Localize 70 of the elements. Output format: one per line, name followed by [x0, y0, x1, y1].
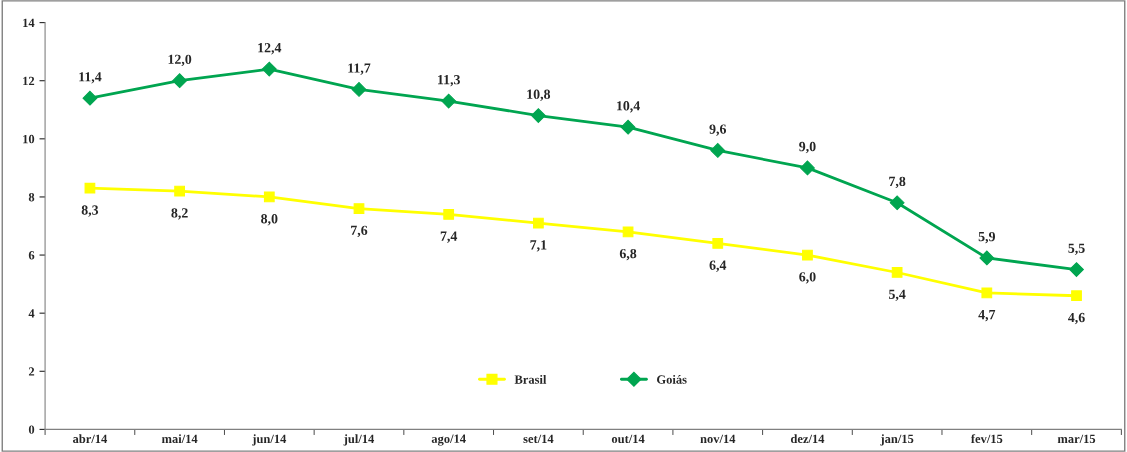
- data-label: 11,7: [348, 63, 371, 75]
- y-tick-label: 14: [23, 18, 35, 27]
- point: [1069, 262, 1084, 277]
- data-label: 5,9: [978, 231, 996, 244]
- x-tick-label: abr/14: [72, 434, 108, 444]
- y-tick-label: 8: [28, 192, 35, 202]
- point: [800, 160, 815, 176]
- point: [443, 209, 455, 220]
- y-tick-label: 12: [23, 76, 35, 86]
- x-tick-label: fev/15: [970, 434, 1003, 444]
- point: [84, 182, 96, 194]
- y-tick-label: 2: [28, 367, 35, 376]
- point: [1071, 290, 1082, 302]
- data-label: 6,4: [709, 260, 727, 272]
- point: [82, 90, 98, 106]
- point: [889, 195, 905, 211]
- data-label: 12,0: [168, 54, 192, 67]
- data-label: 9,6: [709, 124, 727, 136]
- point: [620, 119, 636, 135]
- data-label: 4,6: [1068, 312, 1085, 325]
- point: [710, 143, 726, 158]
- data-label: 8,2: [171, 208, 188, 220]
- x-tick-label: set/14: [523, 434, 554, 444]
- x-tick-label: jul/14: [343, 434, 375, 446]
- data-label: 7,4: [440, 231, 458, 243]
- y-tick-label: 10: [23, 134, 35, 144]
- x-tick-label: jun/14: [252, 434, 287, 446]
- data-label: 6,0: [799, 272, 816, 284]
- data-label: 8,0: [261, 214, 278, 226]
- point: [172, 73, 188, 89]
- legend-label: Brasil: [514, 374, 547, 384]
- point: [261, 61, 277, 77]
- point: [891, 267, 903, 278]
- data-label: 11,4: [79, 72, 102, 84]
- point: [174, 185, 185, 197]
- data-label: 4,7: [978, 309, 996, 322]
- data-label: 7,1: [530, 240, 547, 252]
- data-label: 10,8: [527, 89, 551, 101]
- data-label: 10,4: [617, 101, 640, 113]
- point: [353, 203, 365, 214]
- data-label: 5,4: [889, 289, 906, 301]
- y-tick-label: 6: [28, 251, 35, 260]
- x-tick-label: mar/15: [1057, 434, 1096, 444]
- point: [530, 108, 546, 123]
- data-label: 6,8: [619, 248, 637, 261]
- point: [712, 238, 724, 249]
- x-tick-label: mai/14: [161, 434, 198, 444]
- y-tick-label: 0: [28, 425, 35, 434]
- data-label: 9,0: [799, 141, 816, 154]
- x-tick-label: jan/15: [880, 434, 914, 446]
- x-tick-label: ago/14: [431, 434, 466, 446]
- x-tick-label: nov/14: [700, 434, 736, 444]
- point: [622, 226, 634, 238]
- data-label: 7,8: [889, 176, 906, 189]
- x-tick-label: dez/14: [790, 434, 825, 444]
- point: [533, 217, 544, 229]
- point: [441, 93, 457, 109]
- point: [802, 249, 813, 261]
- x-tick-label: out/14: [611, 434, 645, 444]
- y-tick-label: 4: [28, 309, 35, 318]
- point: [263, 191, 275, 203]
- data-label: 12,4: [258, 43, 282, 55]
- data-label: 8,3: [81, 205, 99, 217]
- legend-label: Goiás: [657, 374, 687, 384]
- point: [351, 82, 367, 97]
- point: [981, 287, 993, 299]
- data-label: 11,3: [438, 75, 460, 87]
- data-label: 7,6: [351, 225, 368, 238]
- point: [979, 250, 995, 266]
- data-label: 5,5: [1068, 243, 1085, 255]
